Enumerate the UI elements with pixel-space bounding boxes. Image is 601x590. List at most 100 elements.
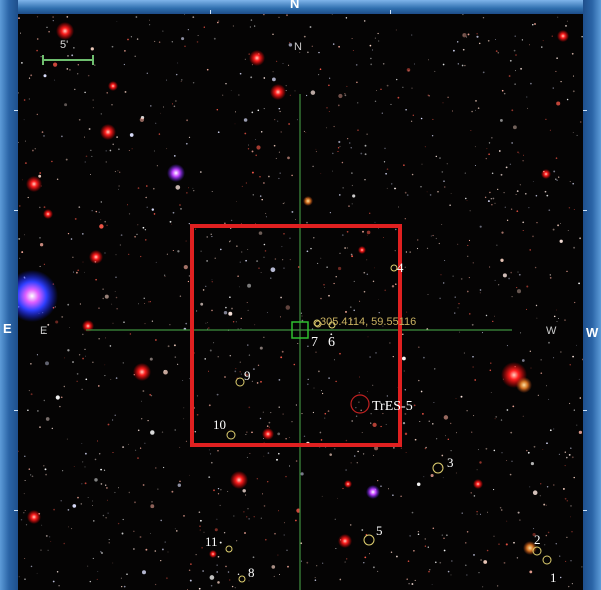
background-star bbox=[249, 26, 251, 28]
background-star bbox=[202, 289, 205, 291]
background-star bbox=[370, 413, 372, 415]
background-star bbox=[488, 153, 490, 155]
comparison-star-ring[interactable] bbox=[238, 575, 246, 583]
background-star bbox=[297, 266, 300, 268]
background-star bbox=[216, 518, 218, 520]
comparison-star-ring[interactable] bbox=[235, 377, 245, 387]
background-star bbox=[208, 449, 210, 451]
background-star bbox=[182, 379, 184, 382]
background-star bbox=[428, 59, 429, 61]
background-star bbox=[192, 187, 194, 189]
background-star bbox=[553, 357, 555, 359]
background-star bbox=[251, 150, 254, 153]
background-star bbox=[555, 70, 557, 72]
comparison-star-ring[interactable] bbox=[542, 555, 552, 565]
background-star bbox=[549, 429, 552, 432]
background-star bbox=[28, 77, 31, 79]
background-star bbox=[473, 495, 476, 497]
background-star bbox=[127, 443, 129, 445]
sky-image[interactable]: 5' N E W 305.4114, 59.55116 TrES-5 1 bbox=[18, 14, 583, 590]
background-star bbox=[306, 383, 309, 386]
background-star bbox=[318, 370, 320, 373]
red-star bbox=[26, 176, 42, 192]
background-star bbox=[389, 323, 391, 325]
background-star bbox=[282, 259, 284, 261]
background-star bbox=[257, 109, 260, 112]
background-star bbox=[578, 378, 580, 380]
comparison-star-ring[interactable] bbox=[328, 321, 336, 329]
background-star bbox=[407, 69, 410, 72]
comparison-star-ring[interactable] bbox=[432, 462, 444, 474]
background-star bbox=[154, 550, 157, 552]
background-star bbox=[428, 94, 431, 97]
comparison-star-ring[interactable] bbox=[313, 319, 321, 327]
background-star bbox=[266, 312, 268, 313]
background-star bbox=[283, 232, 285, 235]
comparison-star-ring[interactable] bbox=[226, 430, 236, 440]
background-star bbox=[460, 278, 463, 280]
background-star bbox=[81, 442, 83, 444]
background-star bbox=[273, 144, 276, 147]
background-star bbox=[315, 351, 317, 353]
background-star bbox=[111, 45, 114, 48]
background-star bbox=[503, 92, 506, 95]
background-star bbox=[141, 400, 143, 402]
background-star bbox=[441, 224, 443, 226]
background-star bbox=[410, 120, 413, 122]
comparison-star-ring[interactable] bbox=[532, 546, 542, 556]
background-star bbox=[461, 512, 463, 514]
target-ring[interactable] bbox=[350, 394, 370, 414]
background-star bbox=[99, 550, 102, 553]
comparison-star-label: 6 bbox=[328, 335, 335, 350]
background-star bbox=[230, 219, 233, 222]
background-star bbox=[556, 57, 558, 59]
background-star bbox=[450, 192, 452, 194]
background-star bbox=[305, 132, 307, 134]
background-star bbox=[177, 363, 179, 365]
background-star bbox=[469, 313, 471, 315]
background-star bbox=[84, 482, 87, 485]
background-star bbox=[400, 447, 402, 449]
background-star bbox=[73, 47, 75, 49]
background-star bbox=[511, 460, 513, 462]
background-star bbox=[149, 357, 153, 361]
background-star bbox=[223, 532, 226, 534]
background-star bbox=[207, 322, 208, 323]
background-star bbox=[230, 90, 232, 92]
background-star bbox=[64, 103, 68, 107]
comparison-star-ring[interactable] bbox=[390, 264, 398, 272]
background-star bbox=[382, 63, 385, 65]
background-star bbox=[320, 297, 322, 300]
comparison-star-label: 3 bbox=[447, 455, 454, 470]
background-star bbox=[220, 489, 222, 491]
background-star bbox=[337, 147, 340, 149]
background-star bbox=[274, 258, 277, 260]
comparison-star-label: 11 bbox=[205, 534, 218, 549]
background-star bbox=[98, 338, 100, 340]
background-star bbox=[171, 490, 174, 493]
violet-star bbox=[366, 485, 380, 499]
background-star bbox=[303, 130, 305, 132]
background-star bbox=[369, 553, 370, 555]
background-star bbox=[320, 439, 323, 441]
background-star bbox=[338, 93, 343, 99]
background-star bbox=[135, 16, 138, 18]
background-star bbox=[281, 246, 283, 248]
background-star bbox=[286, 549, 288, 551]
background-star bbox=[87, 74, 90, 77]
comparison-star-ring[interactable] bbox=[363, 534, 375, 546]
background-star bbox=[117, 170, 119, 172]
background-star bbox=[287, 565, 289, 568]
background-star bbox=[119, 171, 121, 173]
background-star bbox=[366, 273, 369, 275]
background-star bbox=[450, 574, 452, 576]
background-star bbox=[509, 473, 512, 476]
background-star bbox=[289, 94, 291, 96]
background-star bbox=[413, 549, 415, 552]
background-star bbox=[103, 469, 106, 471]
background-star bbox=[424, 447, 427, 450]
background-star bbox=[358, 391, 360, 394]
background-star bbox=[366, 230, 371, 235]
background-star bbox=[372, 566, 375, 569]
comparison-star-ring[interactable] bbox=[225, 545, 233, 553]
